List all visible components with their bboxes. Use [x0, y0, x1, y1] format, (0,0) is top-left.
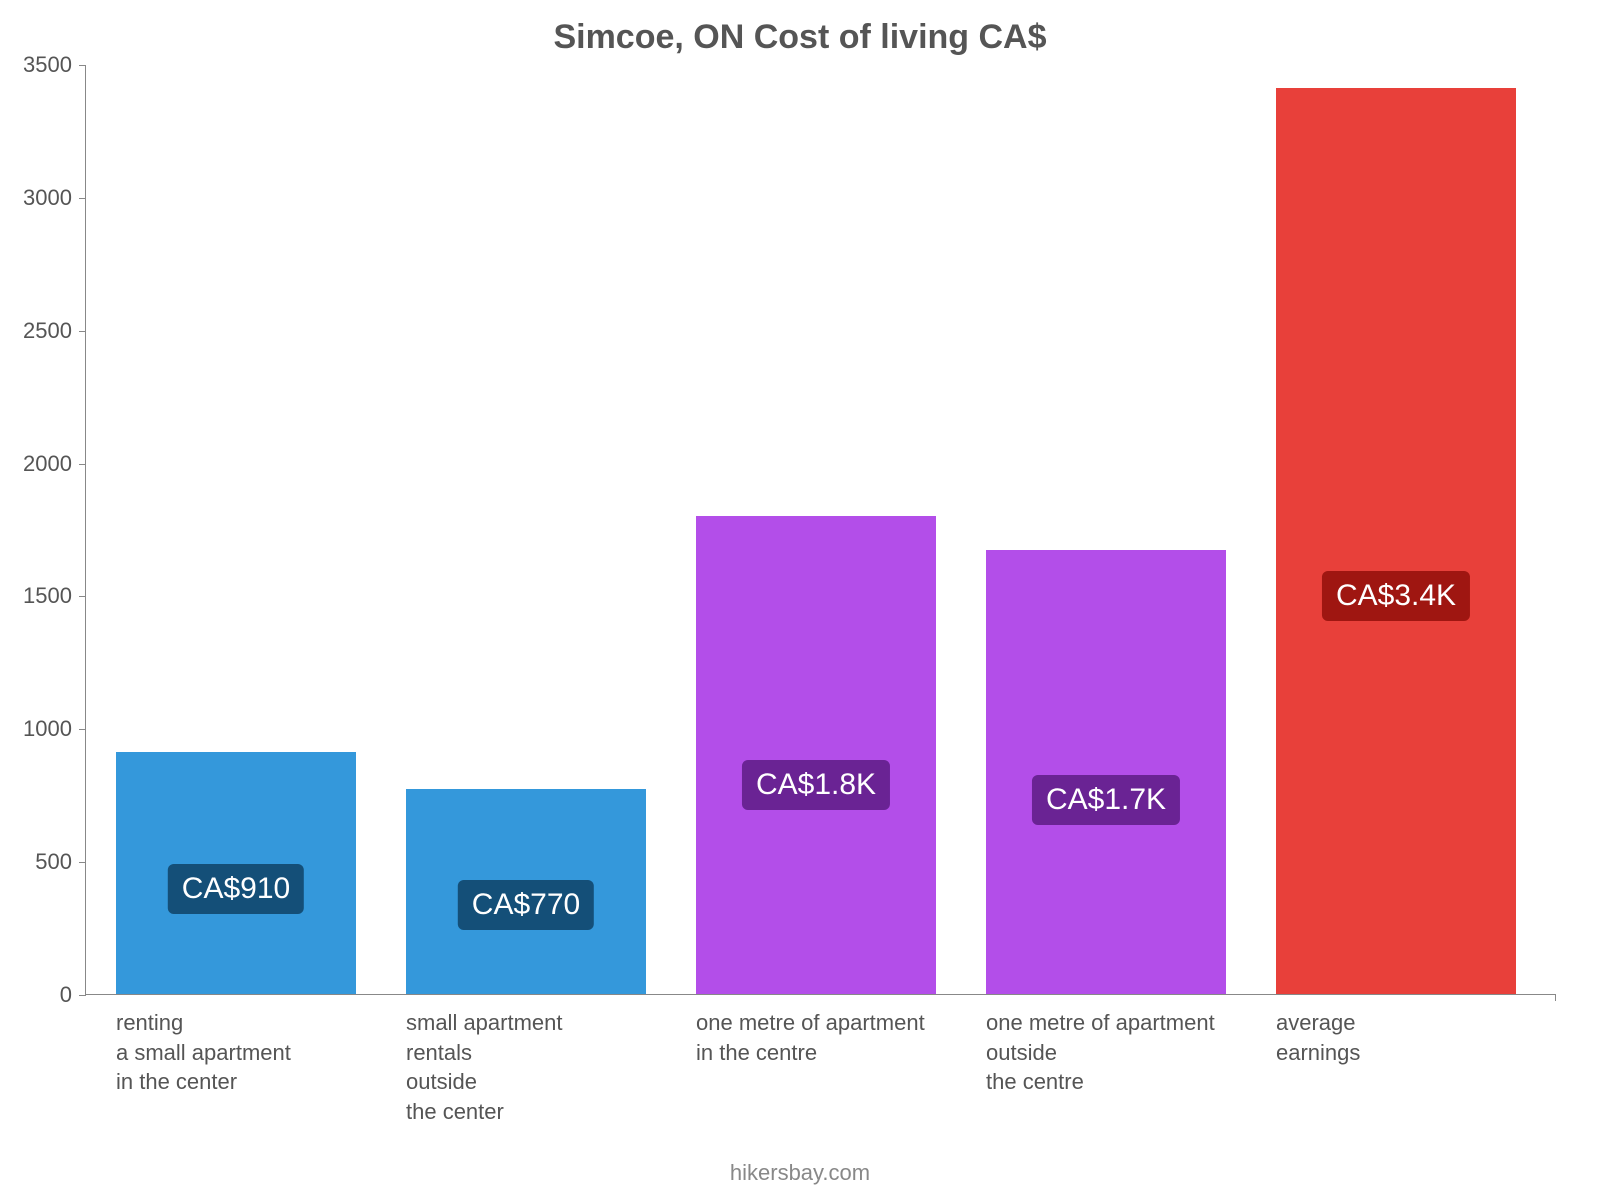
x-tick-label: one metre of apartment outside the centr… — [986, 1008, 1215, 1097]
y-tick-label: 2000 — [23, 451, 86, 477]
bar-value-label: CA$770 — [458, 880, 594, 930]
x-tick-label: average earnings — [1276, 1008, 1360, 1067]
y-tick-mark — [79, 198, 86, 199]
x-tick-label: renting a small apartment in the center — [116, 1008, 291, 1097]
y-tick-mark — [79, 464, 86, 465]
bar-value-label: CA$1.8K — [742, 760, 890, 810]
attribution: hikersbay.com — [0, 1160, 1600, 1186]
x-tick-label: one metre of apartment in the centre — [696, 1008, 925, 1067]
chart-container: Simcoe, ON Cost of living CA$ renting a … — [0, 0, 1600, 1200]
y-tick-label: 3500 — [23, 52, 86, 78]
bar — [1276, 88, 1516, 994]
y-tick-mark — [79, 65, 86, 66]
y-tick-mark — [79, 331, 86, 332]
chart-title: Simcoe, ON Cost of living CA$ — [0, 18, 1600, 57]
bar — [986, 550, 1226, 994]
y-tick-label: 2500 — [23, 318, 86, 344]
y-tick-mark — [79, 995, 86, 996]
x-end-mark — [1555, 994, 1556, 1001]
bar-value-label: CA$1.7K — [1032, 775, 1180, 825]
bar-value-label: CA$910 — [168, 864, 304, 914]
y-tick-mark — [79, 862, 86, 863]
y-tick-mark — [79, 596, 86, 597]
y-tick-label: 1500 — [23, 583, 86, 609]
y-tick-label: 3000 — [23, 185, 86, 211]
x-tick-label: small apartment rentals outside the cent… — [406, 1008, 563, 1127]
bar-value-label: CA$3.4K — [1322, 571, 1470, 621]
bar — [696, 516, 936, 994]
y-tick-label: 1000 — [23, 716, 86, 742]
plot-area: renting a small apartment in the centers… — [85, 65, 1555, 995]
y-tick-mark — [79, 729, 86, 730]
